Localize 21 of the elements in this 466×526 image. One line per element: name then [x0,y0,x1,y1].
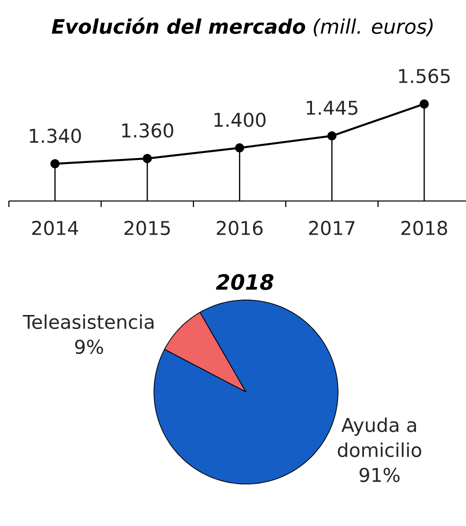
x-tick-label: 2016 [216,220,263,236]
data-label: 1.400 [214,112,266,128]
point [327,131,336,140]
x-tick-label: 2017 [309,220,354,236]
x-tick-label: 2014 [32,220,78,236]
slice-label: Teleasistencia [22,314,154,330]
data-label: 1.565 [399,68,450,84]
point [142,154,152,164]
data-label: 9% [75,340,104,354]
slice-label: Ayuda a domicilio [338,417,422,458]
x-tick-label: 2015 [124,220,170,236]
point [420,99,429,109]
chart-title: 2018 [216,274,274,290]
data-label: 1.360 [122,123,174,138]
x-tick-label: 2018 [401,220,448,236]
data-label: 1.340 [30,128,81,143]
chart-title: Evolución del mercado (mill. euros) [52,18,433,36]
point [50,159,60,168]
data-label: 1.445 [306,100,358,115]
data-label: 91% [360,468,400,482]
point [235,143,244,152]
